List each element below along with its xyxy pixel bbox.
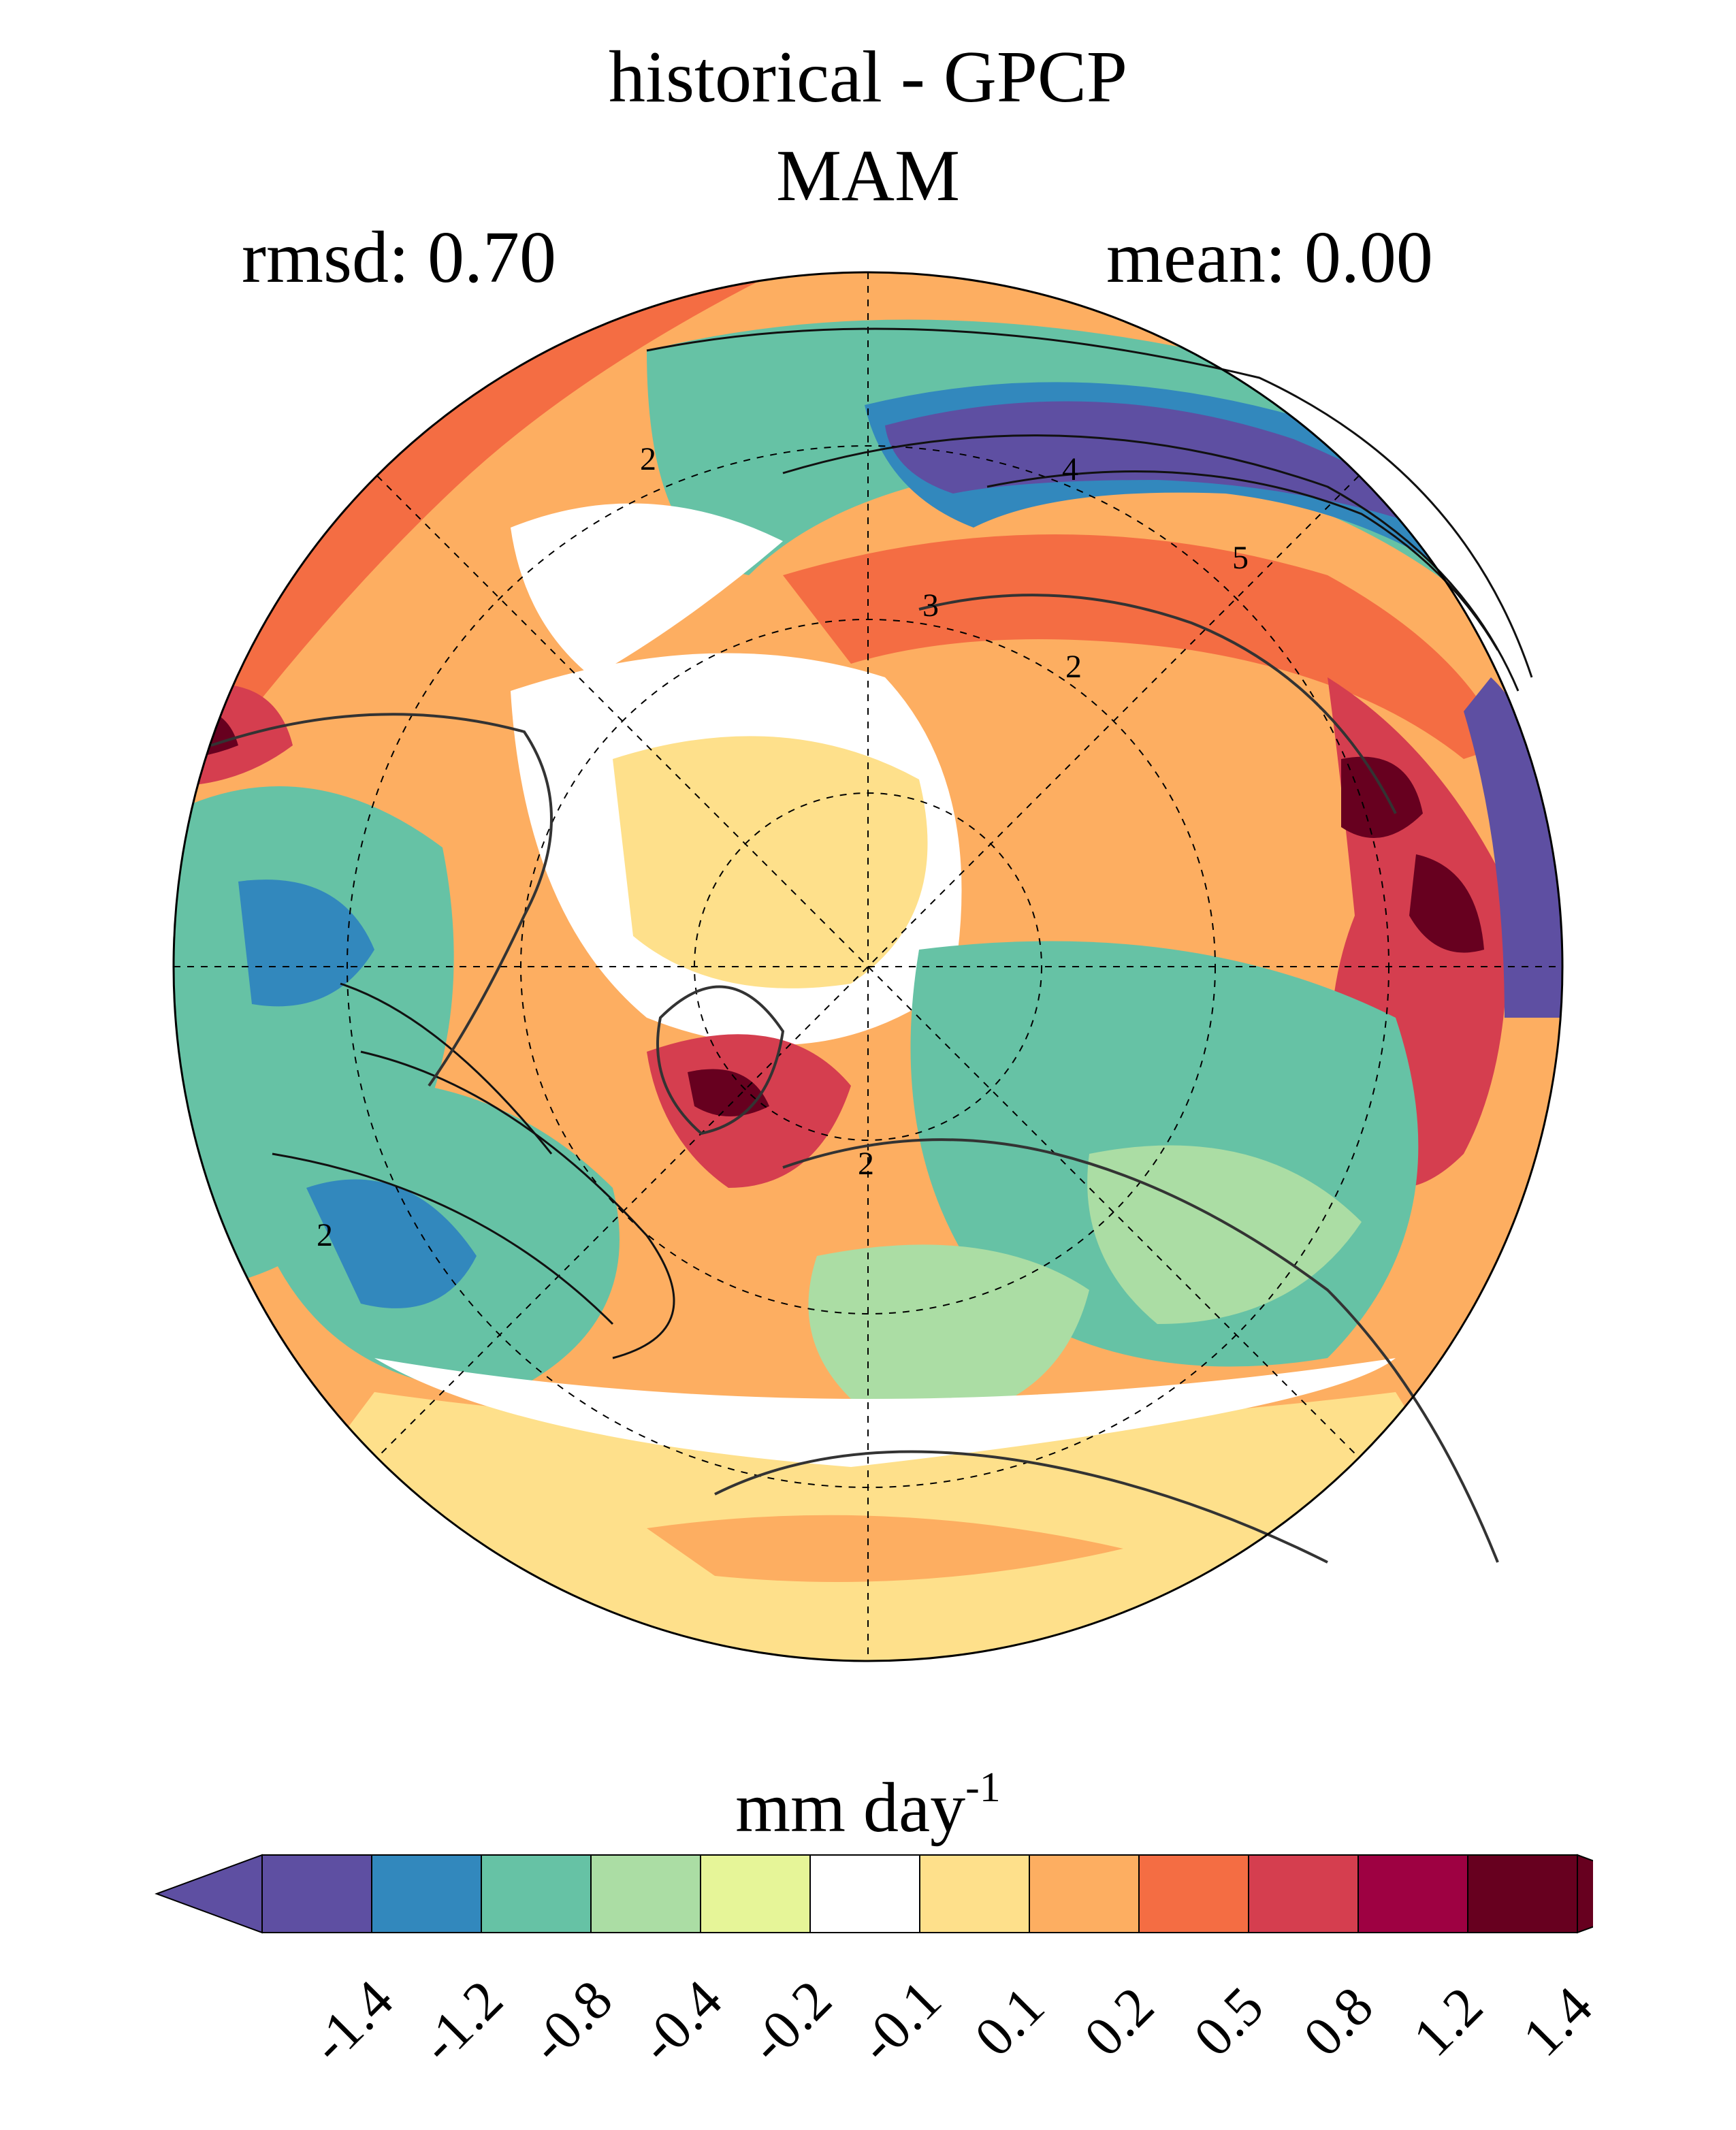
colorbar-high-extension bbox=[1577, 1854, 1593, 1934]
contour-line bbox=[782, 434, 1520, 692]
region-right-deep-core-2 bbox=[1409, 854, 1484, 953]
region-lower-right-light bbox=[1087, 1145, 1362, 1324]
contour-line bbox=[646, 327, 1533, 678]
region-atlantic-dark bbox=[688, 1069, 769, 1116]
graticule bbox=[174, 272, 1562, 1661]
colorbar-tick-label: 1.4 bbox=[1511, 1975, 1593, 2068]
colorbar-tick-label: -0.2 bbox=[737, 1968, 843, 2074]
region-europe-green bbox=[808, 1244, 1089, 1426]
figure-title: historical - GPCP bbox=[608, 37, 1127, 118]
coastline-eurasia bbox=[782, 1138, 1499, 1563]
region-right-edge-blue bbox=[1464, 677, 1562, 1018]
region-left-blue bbox=[238, 880, 374, 1007]
colorbar-tick-label: 0.5 bbox=[1182, 1975, 1275, 2068]
colorbar-units: mm day bbox=[735, 1769, 966, 1847]
colorbar-units-exponent: -1 bbox=[965, 1764, 1001, 1811]
region-right-deep-core bbox=[1341, 756, 1423, 838]
colorbar-swatch bbox=[1357, 1854, 1468, 1933]
colorbar-tick-label: -0.8 bbox=[517, 1968, 624, 2074]
contour-line bbox=[986, 470, 1499, 651]
contour-line bbox=[340, 982, 553, 1155]
colorbar-swatch bbox=[481, 1854, 592, 1933]
mean-label: mean: 0.00 bbox=[1106, 217, 1433, 298]
colorbar-swatch bbox=[1467, 1854, 1578, 1933]
region-center-light-orange bbox=[613, 736, 928, 988]
contour-line bbox=[360, 1050, 675, 1359]
contour-label: 2 bbox=[1065, 649, 1082, 685]
contour-label: 2 bbox=[858, 1146, 874, 1182]
coastline-north-america bbox=[210, 713, 553, 1087]
region-upper-white-band bbox=[511, 503, 783, 677]
colorbar-swatch bbox=[1029, 1854, 1140, 1933]
region-upper-red-band bbox=[783, 534, 1505, 759]
contour-label: 5 bbox=[1232, 540, 1249, 576]
colorbar-swatch bbox=[700, 1854, 811, 1933]
colorbar-low-extension bbox=[155, 1854, 263, 1934]
coastlines bbox=[210, 594, 1499, 1564]
colorbar-title: mm day-1 bbox=[0, 1766, 1736, 1843]
season-label: MAM bbox=[775, 135, 961, 216]
colorbar-tick-label: -1.4 bbox=[298, 1968, 404, 2074]
colorbar-tick-label: 1.2 bbox=[1401, 1975, 1494, 2068]
contour-line bbox=[272, 1152, 614, 1325]
colorbar-tick-label: 0.8 bbox=[1291, 1975, 1385, 2068]
coastline-greenland bbox=[656, 985, 785, 1135]
colorbar-swatch bbox=[1138, 1854, 1249, 1933]
region-atlantic-blue bbox=[306, 1179, 477, 1308]
colorbar-swatch bbox=[261, 1854, 372, 1933]
map-boundary-circle bbox=[172, 271, 1564, 1662]
colorbar-tick-label: 0.1 bbox=[963, 1975, 1056, 2068]
colorbar-tick-label: -0.1 bbox=[846, 1968, 952, 2074]
colorbar-swatch bbox=[590, 1854, 701, 1933]
colorbar-swatch bbox=[919, 1854, 1030, 1933]
contour-lines bbox=[272, 327, 1533, 1359]
contour-label: 4 bbox=[1062, 451, 1078, 487]
contour-label: 2 bbox=[640, 441, 656, 477]
region-top-dark-core bbox=[429, 291, 579, 345]
contour-label-layer: 2 4 5 3 2 2 2 bbox=[317, 441, 1249, 1253]
coastline-africa bbox=[714, 1450, 1328, 1564]
colorbar-tick-label: 0.2 bbox=[1072, 1975, 1166, 2068]
colorbar-tick-label: -1.2 bbox=[408, 1968, 514, 2074]
polar-map: 2 4 5 3 2 2 2 bbox=[172, 271, 1564, 1662]
region-bottom-orange bbox=[647, 1515, 1123, 1582]
colorbar-tick-label: -0.4 bbox=[627, 1968, 733, 2074]
coastline-asia-east bbox=[918, 594, 1397, 814]
colorbar-swatch bbox=[1248, 1854, 1359, 1933]
colorbar: -1.4 -1.2 -0.8 -0.4 -0.2 -0.1 0.1 0.2 0.5 0.8 1.2 1… bbox=[155, 1854, 1593, 2075]
colorbar-swatch bbox=[809, 1854, 920, 1933]
rmsd-label: rmsd: 0.70 bbox=[242, 217, 557, 298]
contour-label: 2 bbox=[317, 1217, 333, 1253]
region-bottom-white-band bbox=[374, 1358, 1396, 1467]
colorbar-swatch bbox=[371, 1854, 482, 1933]
contour-label: 3 bbox=[922, 587, 939, 624]
